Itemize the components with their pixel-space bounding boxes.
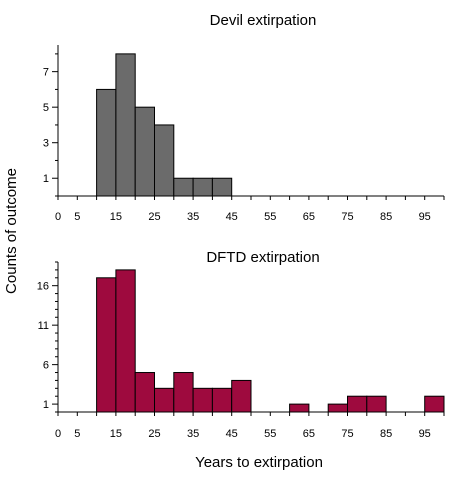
x-tick-label: 35	[187, 211, 199, 223]
histogram-bar	[134, 372, 155, 413]
y-tick-label: 5	[43, 102, 49, 114]
histogram-bar	[347, 395, 368, 413]
x-tick-label: 0	[55, 211, 61, 223]
x-tick-label: 15	[110, 428, 122, 440]
x-tick-label: 55	[264, 428, 276, 440]
y-tick-label: 11	[38, 320, 49, 332]
histogram-bar	[192, 177, 213, 197]
x-tick-label: 0	[55, 428, 61, 440]
x-tick-label: 45	[226, 211, 238, 223]
y-tick-label: 1	[43, 399, 49, 411]
y-tick-label: 1	[43, 173, 49, 185]
x-tick-label: 25	[148, 428, 160, 440]
histogram-bar	[231, 379, 252, 413]
histogram-bar	[289, 403, 310, 413]
histogram-bar	[366, 395, 387, 413]
y-tick-label: 6	[43, 360, 49, 372]
histogram-bar	[154, 124, 175, 197]
x-tick-label: 65	[303, 428, 315, 440]
x-tick-label: 45	[226, 428, 238, 440]
x-tick-label: 75	[341, 211, 353, 223]
histogram-bar	[327, 403, 349, 413]
x-tick-label: 85	[380, 211, 392, 223]
histogram-bar	[173, 177, 194, 197]
histogram-bar	[424, 395, 445, 413]
y-tick-label: 3	[43, 138, 49, 150]
y-tick-label: 7	[43, 67, 49, 79]
x-tick-label: 75	[341, 428, 353, 440]
panel-title: DFTD extirpation	[206, 249, 319, 266]
x-tick-label: 95	[419, 211, 431, 223]
x-tick-label: 15	[110, 211, 122, 223]
x-axis-title: Years to extirpation	[195, 454, 323, 471]
histogram-bar	[96, 88, 117, 197]
histogram-bar	[211, 177, 233, 197]
x-tick-label: 35	[187, 428, 199, 440]
x-tick-label: 65	[303, 211, 315, 223]
x-tick-label: 55	[264, 211, 276, 223]
panel-title: Devil extirpation	[210, 12, 317, 29]
x-tick-label: 5	[74, 211, 80, 223]
histogram-bar	[154, 387, 175, 413]
x-tick-label: 85	[380, 428, 392, 440]
histogram-bar	[115, 53, 136, 197]
histogram-bar	[115, 269, 136, 413]
histogram-bar	[192, 387, 213, 413]
histogram-bar	[211, 387, 233, 413]
x-tick-label: 95	[419, 428, 431, 440]
x-tick-label: 5	[74, 428, 80, 440]
histogram-bar	[173, 372, 194, 413]
y-tick-label: 16	[37, 281, 49, 293]
histogram-bar	[134, 106, 155, 197]
x-tick-label: 25	[148, 211, 160, 223]
y-axis-title: Counts of outcome	[3, 168, 20, 294]
histogram-bar	[96, 277, 117, 413]
